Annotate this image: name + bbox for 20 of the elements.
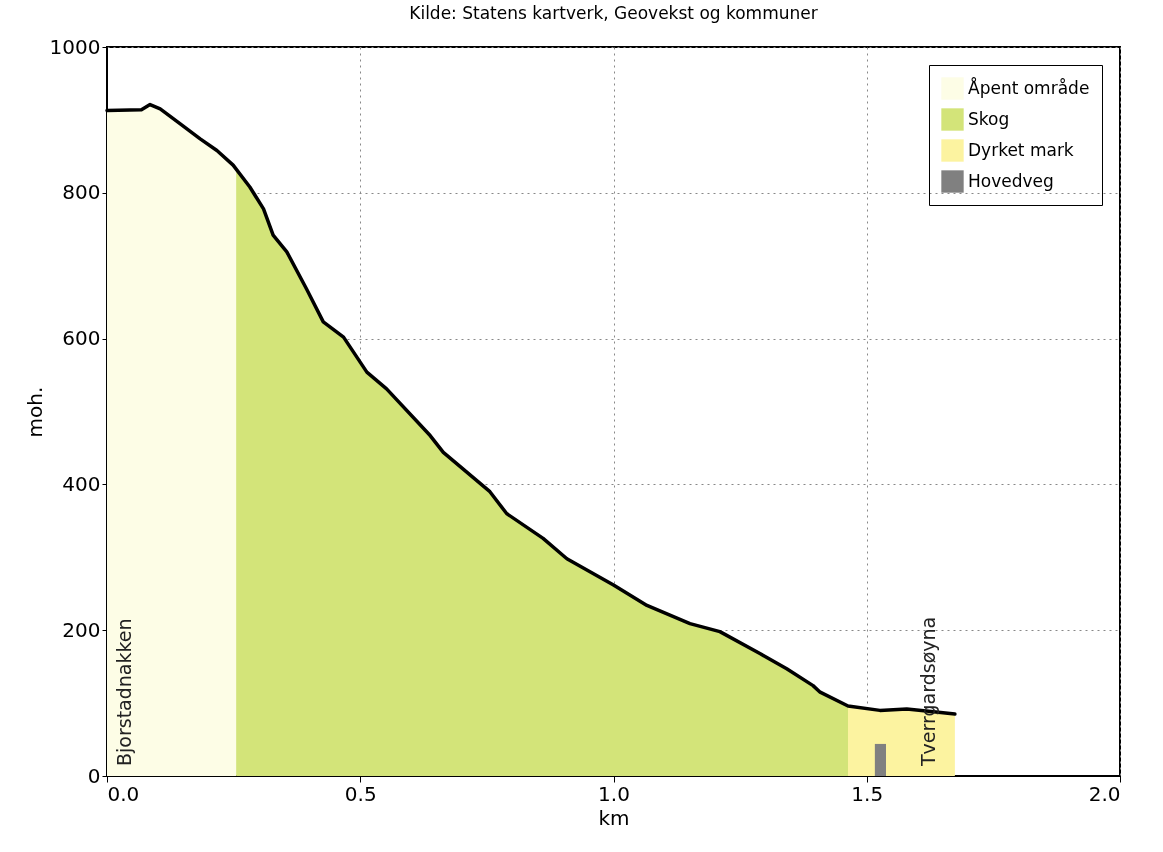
annotation: Tverrgardsøyna: [916, 616, 939, 767]
y-tick-label: 0: [87, 763, 101, 788]
x-axis-title: km: [598, 805, 630, 830]
y-tick-label: 800: [62, 180, 101, 205]
legend-label: Hovedveg: [968, 170, 1054, 191]
y-tick-label: 600: [62, 326, 101, 351]
x-tick-label: 2.0: [1088, 781, 1121, 806]
legend-label: Åpent område: [968, 76, 1090, 98]
chart-title: Kilde: Statens kartverk, Geovekst og kommuner: [409, 3, 818, 23]
x-tick-label: 1.5: [851, 781, 884, 806]
annotation: Bjorstadnakken: [113, 618, 135, 766]
y-tick-label: 400: [62, 471, 101, 496]
y-tick-label: 1000: [49, 34, 101, 59]
y-axis-title: moh.: [22, 386, 47, 438]
x-tick-label: 0.0: [107, 781, 140, 806]
x-tick-label: 1.0: [598, 781, 630, 806]
legend-label: Dyrket mark: [968, 139, 1074, 160]
x-tick-label: 0.5: [344, 781, 377, 806]
legend-label: Skog: [968, 108, 1010, 129]
y-tick-label: 200: [62, 617, 101, 642]
